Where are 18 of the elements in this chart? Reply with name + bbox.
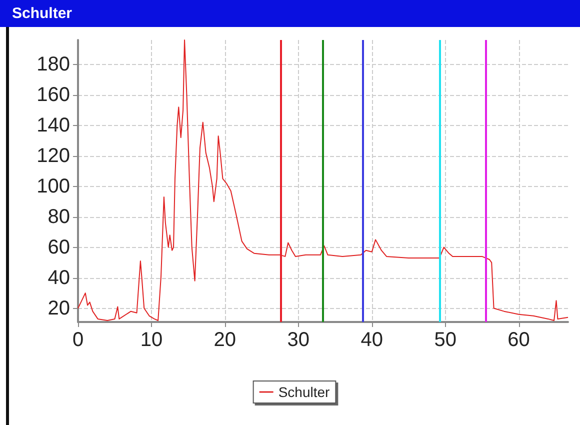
x-tick-label: 20 bbox=[214, 329, 236, 351]
x-tick-label: 50 bbox=[434, 329, 456, 351]
y-tick-label: 20 bbox=[48, 297, 70, 320]
x-tick-label: 0 bbox=[72, 329, 84, 351]
x-tick-label: 40 bbox=[360, 329, 383, 351]
y-tick-label: 160 bbox=[36, 84, 70, 106]
y-tick-label: 100 bbox=[36, 175, 70, 198]
x-tick-label: 30 bbox=[287, 329, 310, 351]
y-tick-label: 60 bbox=[48, 236, 70, 258]
y-tick-label: 140 bbox=[36, 114, 70, 136]
chart-title: Schulter bbox=[0, 0, 580, 27]
y-tick-label: 80 bbox=[48, 206, 70, 228]
x-tick-label: 60 bbox=[508, 329, 530, 351]
x-tick-label: 10 bbox=[140, 329, 163, 351]
legend-label: Schulter bbox=[278, 384, 330, 400]
y-tick-label: 40 bbox=[48, 266, 70, 289]
y-tick-label: 120 bbox=[36, 144, 70, 167]
y-tick-label: 180 bbox=[36, 53, 70, 76]
